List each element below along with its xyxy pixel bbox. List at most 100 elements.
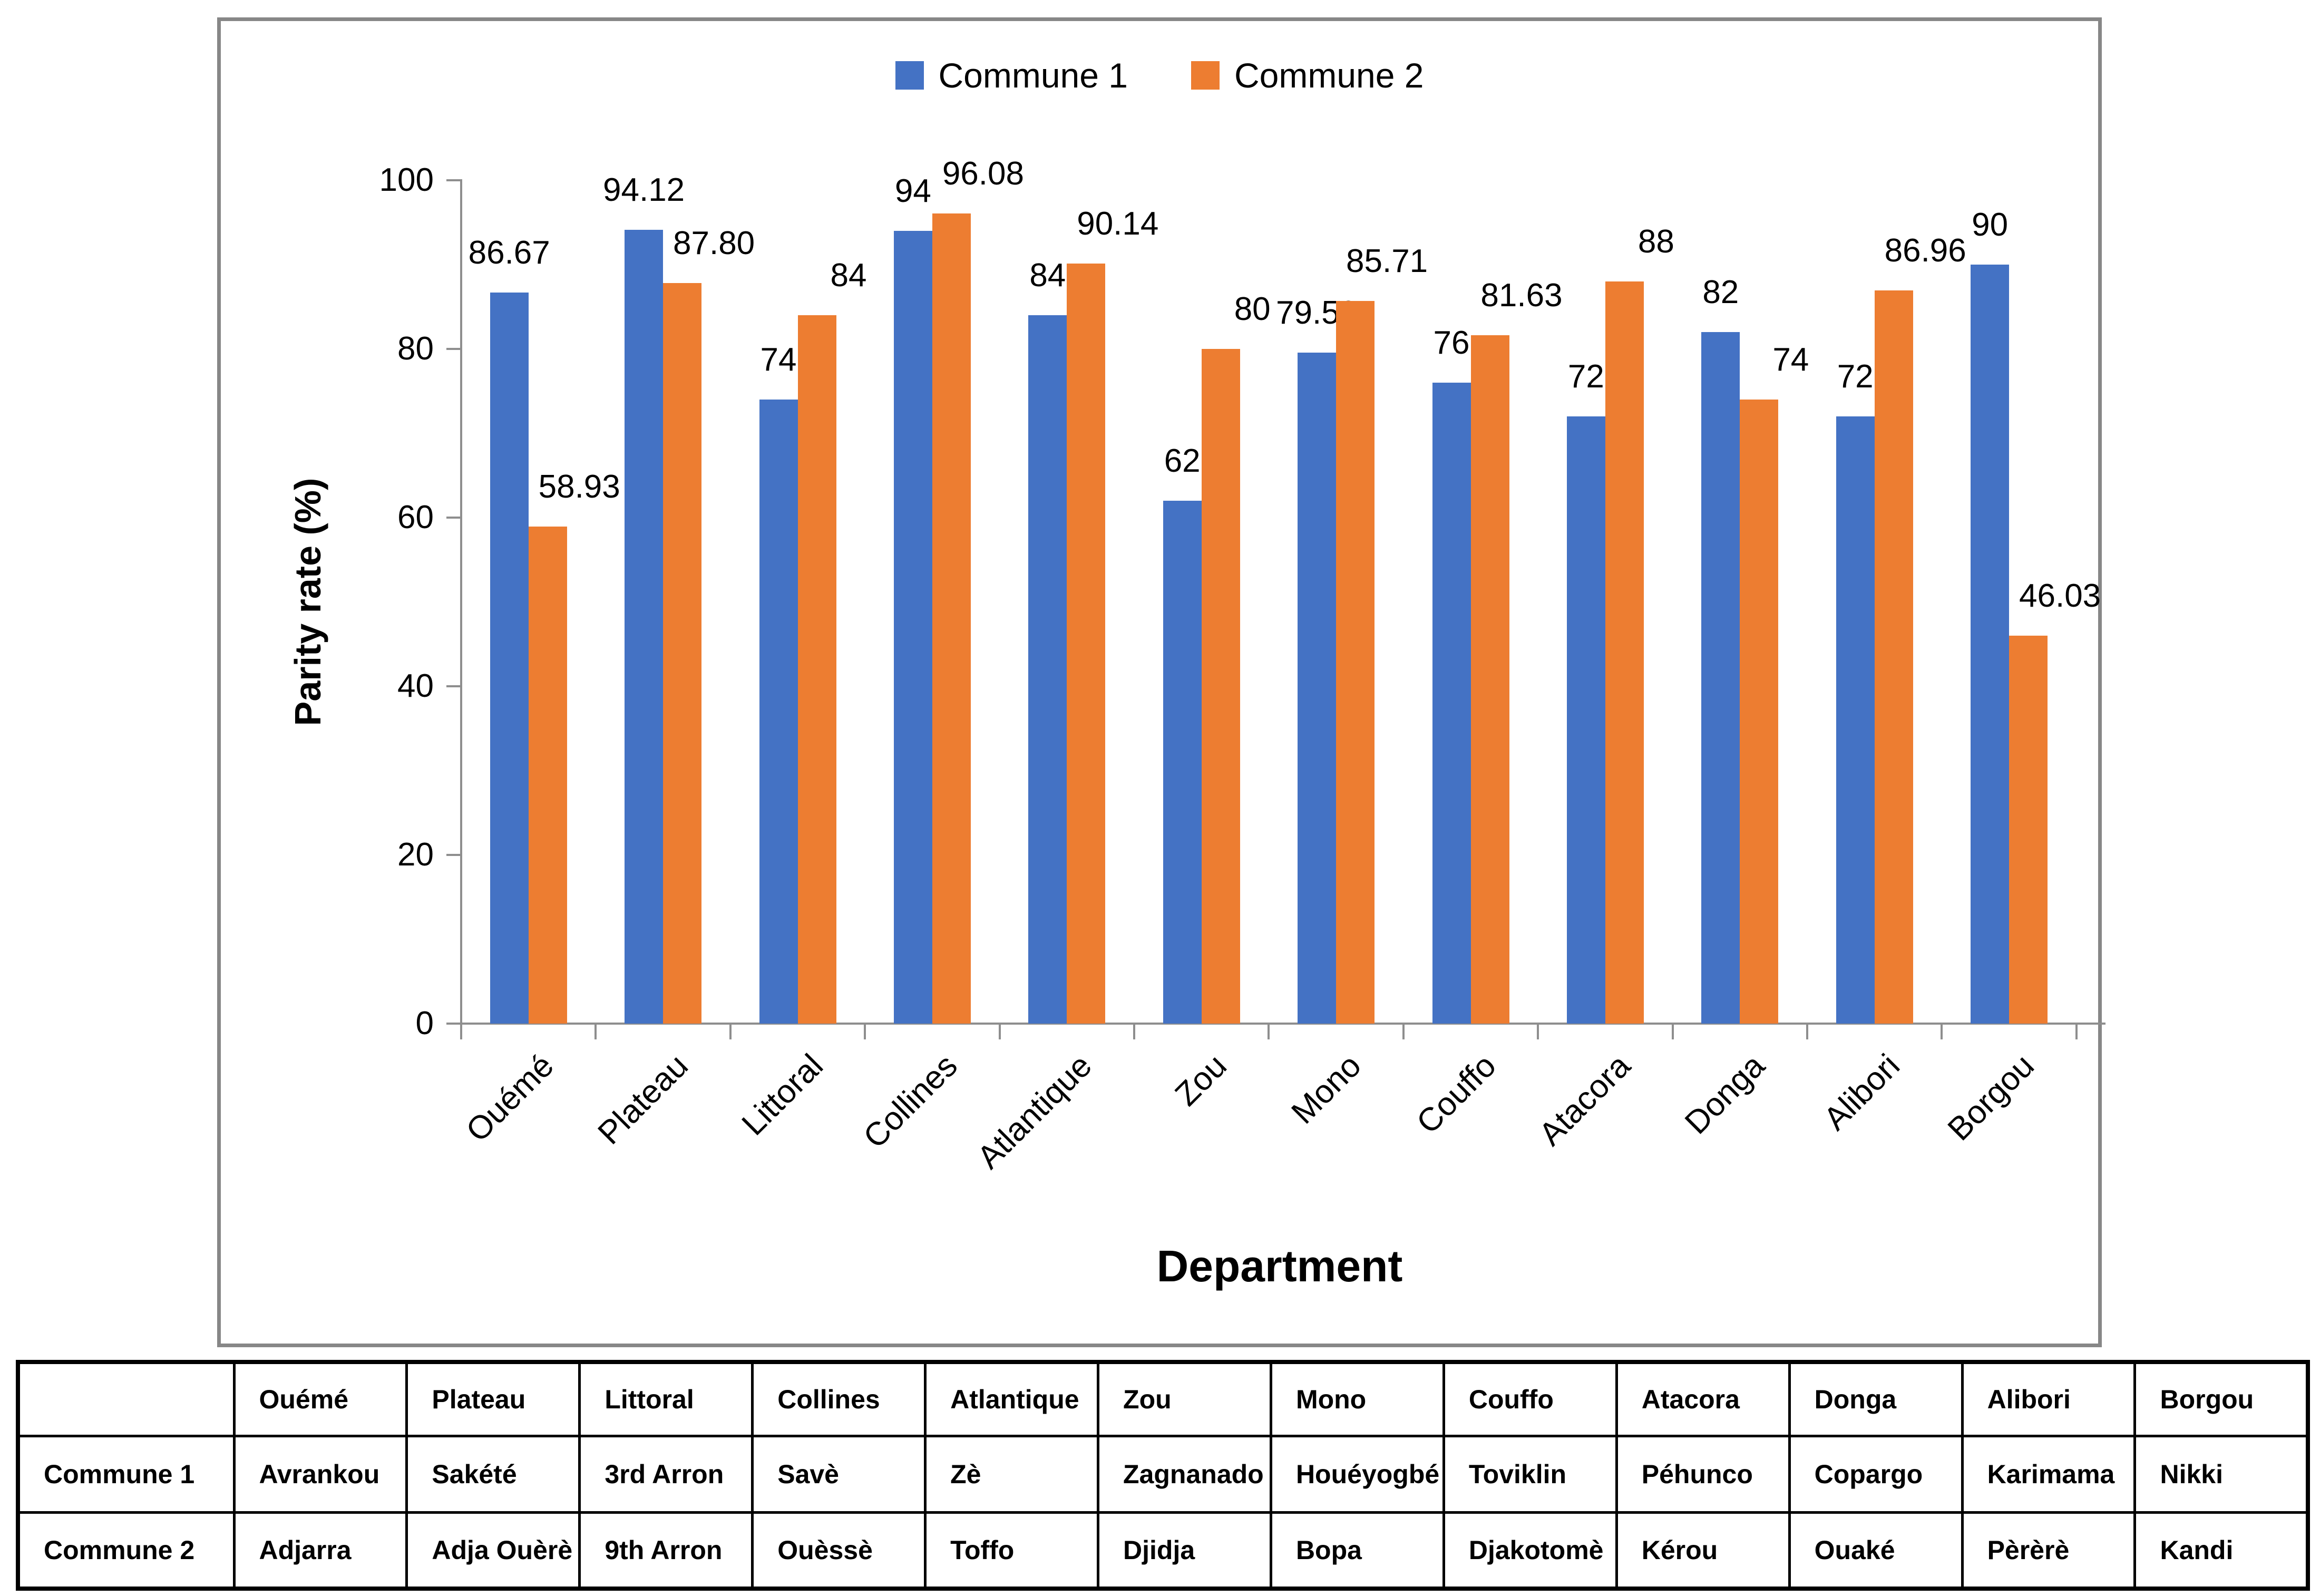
chart-legend: Commune 1 Commune 2	[221, 58, 2098, 93]
table-cell: Toviklin	[1442, 1434, 1618, 1514]
bar-commune-1-7	[1432, 383, 1471, 1024]
x-category-label-borgou: Borgou	[1941, 1047, 2042, 1148]
bar-commune-2-6	[1336, 300, 1375, 1024]
y-axis-tick	[446, 348, 461, 350]
table-cell: Karimama	[1961, 1434, 2137, 1514]
commune-1-swatch-icon	[895, 61, 924, 90]
x-axis-tick	[594, 1024, 597, 1039]
bar-commune-1-9	[1701, 332, 1740, 1024]
legend-item-commune-1: Commune 1	[895, 58, 1128, 93]
commune-table: Ouémé Plateau Littoral Collines Atlantique Zo…	[16, 1360, 2310, 1591]
table-cell: Djidja	[1097, 1511, 1272, 1590]
bar-commune-2-2	[797, 315, 836, 1024]
y-tick-label: 80	[397, 330, 434, 367]
y-axis-tick	[446, 517, 461, 519]
table-cell: Atlantique	[924, 1360, 1100, 1437]
table-cell: Alibori	[1961, 1360, 2137, 1437]
table-header-row: Ouémé Plateau Littoral Collines Atlantique Zo…	[16, 1360, 2309, 1437]
x-category-label-alibori: Alibori	[1817, 1047, 1907, 1137]
x-axis-tick	[1268, 1024, 1270, 1039]
x-axis-tick	[1133, 1024, 1135, 1039]
table-cell: Houéyogbé	[1269, 1434, 1445, 1514]
x-axis-title: Department	[1156, 1241, 1403, 1291]
table-cell: Littoral	[578, 1360, 754, 1437]
y-tick-label: 0	[415, 1005, 434, 1042]
bar-value-label: 94	[894, 173, 931, 209]
bar-value-label: 80	[1234, 291, 1271, 327]
table-cell: Atacora	[1615, 1360, 1791, 1437]
bar-commune-1-8	[1566, 416, 1605, 1024]
bar-value-label: 84	[1029, 257, 1066, 294]
y-axis-line	[460, 179, 462, 1039]
x-category-label-ouémé: Ouémé	[459, 1047, 561, 1149]
bar-commune-2-3	[932, 213, 971, 1024]
y-tick-label: 20	[397, 836, 434, 873]
x-axis-tick	[460, 1024, 462, 1039]
bar-value-label: 96.08	[942, 155, 1024, 192]
legend-label: Commune 1	[938, 56, 1128, 95]
table-cell: Savè	[751, 1434, 927, 1514]
table-cell: Collines	[751, 1360, 927, 1437]
bar-commune-1-11	[1971, 265, 2010, 1024]
y-axis-tick	[446, 685, 461, 687]
bar-commune-2-11	[2009, 635, 2048, 1024]
bar-value-label: 72	[1837, 358, 1874, 395]
bar-value-label: 85.71	[1346, 242, 1428, 279]
bar-value-label: 76	[1433, 325, 1470, 361]
bar-value-label: 72	[1567, 358, 1604, 395]
bar-commune-1-6	[1298, 352, 1337, 1024]
bar-commune-2-8	[1605, 281, 1644, 1024]
table-cell: Ouaké	[1788, 1511, 1964, 1590]
table-cell: 3rd Arron	[578, 1434, 754, 1514]
bar-value-label: 86.96	[1884, 232, 1966, 269]
table-cell: Couffo	[1442, 1360, 1618, 1437]
chart-area: Commune 1 Commune 2 Parity rate (%) Depa…	[217, 17, 2105, 1347]
table-cell: Donga	[1788, 1360, 1964, 1437]
table-cell: Zagnanado	[1097, 1434, 1272, 1514]
bar-value-label: 94.12	[603, 172, 685, 209]
x-axis-tick	[1806, 1024, 1808, 1039]
bar-value-label: 46.03	[2019, 577, 2101, 614]
bar-commune-1-2	[759, 400, 798, 1024]
bar-commune-1-3	[893, 231, 932, 1024]
bar-commune-2-9	[1740, 400, 1779, 1024]
bar-commune-2-10	[1874, 290, 1913, 1024]
table-cell: Pèrèrè	[1961, 1511, 2137, 1590]
bar-value-label: 62	[1164, 443, 1201, 479]
y-axis-tick	[446, 854, 461, 856]
bar-commune-2-7	[1470, 335, 1509, 1024]
table-cell: Toffo	[924, 1511, 1100, 1590]
table-cell: Copargo	[1788, 1434, 1964, 1514]
x-axis-tick	[998, 1024, 1001, 1039]
table-cell: Mono	[1269, 1360, 1445, 1437]
legend-label: Commune 2	[1234, 56, 1424, 95]
y-tick-label: 100	[379, 162, 434, 198]
table-cell: 9th Arron	[578, 1511, 754, 1590]
legend-item-commune-2: Commune 2	[1191, 58, 1424, 93]
x-axis-tick	[1402, 1024, 1405, 1039]
table-cell: Zè	[924, 1434, 1100, 1514]
table-cell: Sakété	[405, 1434, 581, 1514]
x-axis-tick	[2075, 1024, 2078, 1039]
bar-commune-1-0	[490, 293, 529, 1024]
bar-commune-1-1	[625, 230, 664, 1024]
bar-value-label: 74	[760, 342, 797, 378]
bar-value-label: 74	[1772, 342, 1809, 378]
bar-value-label: 82	[1702, 274, 1739, 310]
bar-value-label: 90	[1972, 207, 2009, 243]
table-cell: Borgou	[2133, 1360, 2309, 1437]
table-row-commune-1: Commune 1 Avrankou Sakété 3rd Arron Savè Zè Za…	[16, 1434, 2309, 1514]
bar-commune-2-0	[528, 527, 567, 1024]
x-axis-tick	[1671, 1024, 1674, 1039]
bar-value-label: 90.14	[1077, 205, 1159, 242]
bar-commune-2-1	[663, 283, 702, 1024]
plot-area: Parity rate (%) Department 0 20 40 60 80 100 8…	[221, 21, 2105, 1344]
x-category-label-littoral: Littoral	[735, 1047, 830, 1143]
y-axis-tick	[446, 1023, 461, 1025]
bar-value-label: 87.80	[673, 225, 755, 262]
table-cell: Péhunco	[1615, 1434, 1791, 1514]
y-tick-label: 40	[397, 668, 434, 704]
table-cell: Djakotomè	[1442, 1511, 1618, 1590]
bar-value-label: 79.59	[1276, 294, 1358, 331]
